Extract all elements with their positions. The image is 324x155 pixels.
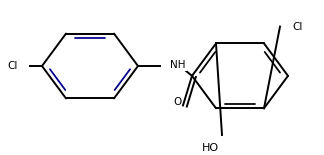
Text: Cl: Cl — [8, 61, 18, 71]
Text: O: O — [174, 97, 182, 107]
Text: HO: HO — [202, 143, 219, 153]
Text: NH: NH — [170, 60, 186, 70]
Text: Cl: Cl — [292, 22, 302, 32]
